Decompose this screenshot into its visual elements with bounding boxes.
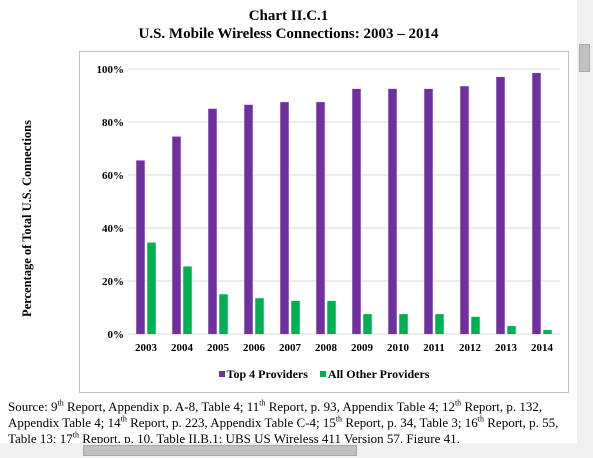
bar-other-2007 <box>291 300 300 334</box>
bar-chart: 0% 20% 40% 60% 80% 100% 2003 2004 2005 2006 2007 20… <box>97 64 560 354</box>
bar-other-2012 <box>471 316 480 334</box>
document-page: Chart II.C.1 U.S. Mobile Wireless Connec… <box>8 8 569 444</box>
chart-area: 0% 20% 40% 60% 80% 100% 2003 2004 2005 2006 2007 20… <box>79 51 569 393</box>
bar-top4-2010 <box>388 88 397 334</box>
x-tick-label: 2010 <box>387 342 410 354</box>
bar-other-2013 <box>507 326 516 334</box>
y-tick-label: 80% <box>102 117 124 129</box>
bar-top4-2004 <box>172 136 181 334</box>
source-text: Report, p. 10, Table II.B.1; UBS US Wire… <box>79 431 460 444</box>
x-tick-label: 2011 <box>423 342 444 354</box>
source-text: 9 <box>50 399 58 414</box>
x-tick-label: 2004 <box>171 342 194 354</box>
ordinal-superscript: th <box>120 414 127 424</box>
bar-other-2003 <box>147 242 156 334</box>
legend-label: All Other Providers <box>327 367 430 381</box>
legend-label: Top 4 Providers <box>226 367 308 381</box>
bar-top4-2003 <box>136 160 145 334</box>
bar-top4-2012 <box>460 86 469 334</box>
legend-swatch <box>218 371 225 377</box>
bar-top4-2005 <box>208 108 217 334</box>
x-tick-label: 2009 <box>351 342 374 354</box>
ordinal-superscript: th <box>259 399 266 408</box>
ordinal-superscript: th <box>335 414 343 424</box>
y-tick-label: 100% <box>97 64 125 76</box>
source-text: Report, p. 132, Appendix Table 4; 14 <box>8 399 543 430</box>
y-tick-label: 0% <box>108 329 125 341</box>
x-tick-label: 2008 <box>315 342 338 354</box>
bar-other-2014 <box>543 330 552 334</box>
bar-other-2005 <box>219 294 228 334</box>
ordinal-superscript: th <box>477 414 484 424</box>
x-tick-label: 2003 <box>135 342 158 354</box>
ordinal-superscript: th <box>454 399 462 408</box>
bar-top4-2007 <box>280 102 289 334</box>
source-text: Report, p. 34, Table 3; 16 <box>342 415 478 430</box>
horizontal-scrollbar[interactable] <box>0 443 577 458</box>
source-note: Source: 9th Report, Appendix p. A-8, Tab… <box>8 399 583 444</box>
legend-item: Top 4 Providers <box>218 366 308 382</box>
bar-other-2010 <box>399 314 408 334</box>
y-axis-label: Percentage of Total U.S. Connections <box>20 120 34 317</box>
x-tick-label: 2013 <box>495 342 518 354</box>
horizontal-scrollbar-thumb[interactable] <box>83 445 357 456</box>
bar-other-2004 <box>183 266 192 334</box>
x-tick-label: 2005 <box>207 342 230 354</box>
bar-other-2008 <box>327 300 336 334</box>
bar-top4-2006 <box>244 104 253 335</box>
y-tick-label: 60% <box>102 170 124 182</box>
ordinal-superscript: th <box>72 430 80 440</box>
ordinal-superscript: th <box>57 399 64 408</box>
legend-swatch <box>319 371 326 377</box>
y-tick-label: 40% <box>102 223 124 235</box>
bar-top4-2013 <box>496 76 505 334</box>
bar-top4-2011 <box>424 88 433 334</box>
source-text: Report, p. 55, Table 13; 17 <box>8 415 559 444</box>
vertical-scrollbar[interactable] <box>577 0 593 458</box>
bar-other-2006 <box>255 298 264 334</box>
source-text: Report, p. 93, Appendix Table 4; 12 <box>265 399 455 414</box>
bar-other-2009 <box>363 314 372 334</box>
y-axis-label-wrap: Percentage of Total U.S. Connections <box>20 120 34 318</box>
chart-subtitle: U.S. Mobile Wireless Connections: 2003 –… <box>138 26 439 42</box>
bar-top4-2009 <box>352 88 361 334</box>
vertical-scrollbar-thumb[interactable] <box>579 44 590 72</box>
source-prefix: Source: <box>8 399 51 414</box>
x-tick-label: 2014 <box>531 342 554 354</box>
x-tick-label: 2012 <box>459 342 482 354</box>
source-text: Report, p. 223, Appendix Table C-4; 15 <box>126 415 336 430</box>
source-text: Report, Appendix p. A-8, Table 4; 11 <box>63 399 260 414</box>
chart-legend: Top 4 Providers All Other Providers <box>79 366 569 382</box>
bar-other-2011 <box>435 314 444 334</box>
bar-top4-2008 <box>316 102 325 334</box>
y-tick-label: 20% <box>102 276 124 288</box>
x-tick-label: 2006 <box>243 342 266 354</box>
bar-top4-2014 <box>532 72 541 334</box>
chart-title: Chart II.C.1 <box>248 8 329 24</box>
legend-item: All Other Providers <box>319 366 430 382</box>
x-tick-label: 2007 <box>279 342 302 354</box>
